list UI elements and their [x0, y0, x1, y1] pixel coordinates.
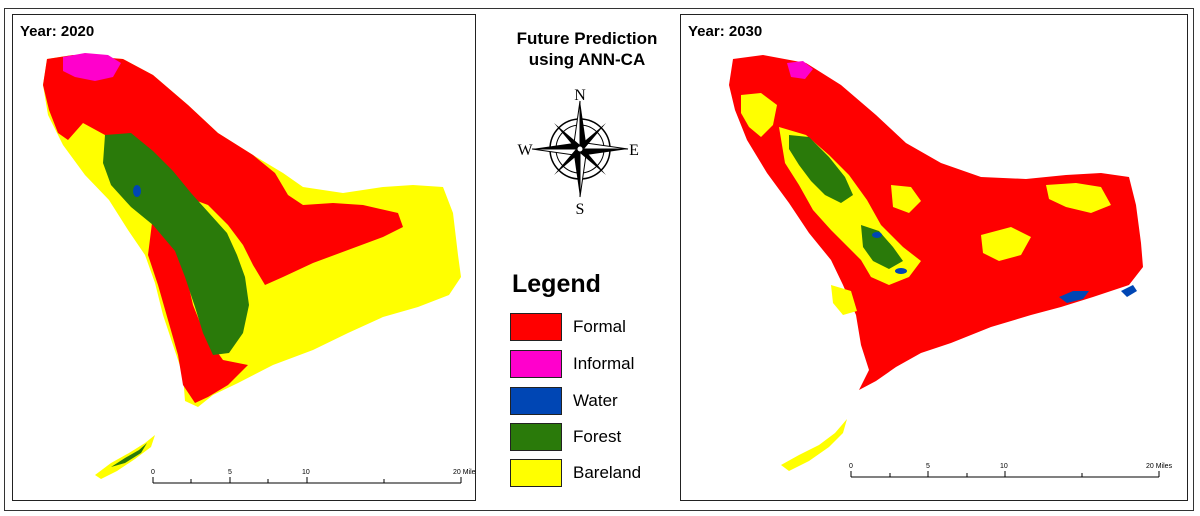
- scale-bar-2020: 0 5 10 20 Miles: [151, 469, 475, 484]
- forest-region: [789, 135, 853, 203]
- formal-region: [43, 55, 403, 285]
- scale-bar-2030: 0 5 10 20 Miles: [849, 463, 1173, 478]
- map-panel-2030: Year: 2030 0 5: [680, 14, 1188, 501]
- legend-swatch: [510, 387, 562, 415]
- bareland-region: [741, 93, 777, 137]
- figure-frame: [4, 8, 1194, 511]
- water-region: [133, 185, 141, 197]
- water-region: [895, 268, 907, 274]
- formal-region: [148, 215, 248, 403]
- legend-label: Water: [573, 391, 618, 410]
- formal-region: [729, 55, 1143, 390]
- scale-label-10: 10: [1000, 463, 1008, 470]
- legend-title: Legend: [512, 270, 601, 298]
- bareland-region: [1046, 183, 1111, 213]
- bareland-region: [831, 285, 857, 315]
- title-line-1: Future Prediction: [516, 29, 658, 48]
- forest-region: [861, 225, 903, 269]
- legend-label: Bareland: [573, 463, 642, 482]
- legend-label: Formal: [573, 317, 626, 336]
- figure-title: Future Prediction using ANN-CA: [484, 28, 690, 70]
- island: [95, 435, 155, 479]
- bareland-region: [891, 185, 921, 213]
- scale-label-20: 20 Miles: [453, 469, 475, 476]
- informal-region: [63, 53, 121, 81]
- scale-label-20: 20 Miles: [1146, 463, 1173, 470]
- water-region: [1059, 291, 1089, 303]
- map-2020: 0 5 10 20 Miles: [43, 53, 475, 484]
- informal-region: [787, 61, 813, 79]
- map-panel-2020: Year: 2020 0 5 10 20 Miles: [12, 14, 476, 501]
- legend-label: Informal: [573, 354, 635, 373]
- legend-swatch: [510, 313, 562, 341]
- compass-s: S: [576, 201, 585, 216]
- compass-w: W: [517, 142, 533, 159]
- water-region: [872, 232, 882, 238]
- water-region: [1121, 285, 1137, 297]
- island: [781, 419, 847, 471]
- map-2030: 0 5 10 20 Miles: [729, 55, 1173, 478]
- scale-label-0: 0: [849, 463, 853, 470]
- scale-label-10: 10: [302, 469, 310, 476]
- legend-swatch: [510, 423, 562, 451]
- legend-swatch: [510, 350, 562, 378]
- title-line-2: using ANN-CA: [528, 50, 646, 69]
- scale-label-5: 5: [926, 463, 930, 470]
- compass-rose-icon: N S E W: [517, 87, 639, 216]
- legend-label: Forest: [573, 427, 622, 446]
- scale-label-0: 0: [151, 469, 155, 476]
- legend-swatch: [510, 459, 562, 487]
- compass-n: N: [574, 87, 586, 104]
- bareland-region: [981, 227, 1031, 261]
- compass-e: E: [629, 142, 639, 159]
- year-label-2020: Year: 2020: [20, 23, 95, 40]
- scale-label-5: 5: [228, 469, 232, 476]
- year-label-2030: Year: 2030: [688, 23, 763, 40]
